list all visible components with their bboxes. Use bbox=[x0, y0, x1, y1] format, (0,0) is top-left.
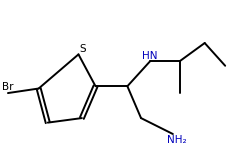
Text: NH₂: NH₂ bbox=[166, 135, 185, 145]
Text: Br: Br bbox=[2, 82, 14, 92]
Text: S: S bbox=[79, 44, 85, 54]
Text: HN: HN bbox=[142, 50, 157, 60]
